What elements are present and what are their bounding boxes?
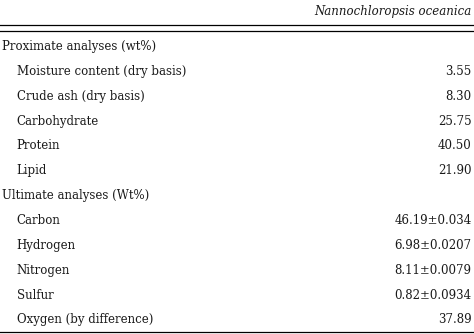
Text: Carbohydrate: Carbohydrate	[17, 115, 99, 128]
Text: Sulfur: Sulfur	[17, 289, 54, 302]
Text: 25.75: 25.75	[438, 115, 472, 128]
Text: Hydrogen: Hydrogen	[17, 239, 76, 252]
Text: 40.50: 40.50	[438, 139, 472, 152]
Text: Protein: Protein	[17, 139, 60, 152]
Text: 3.55: 3.55	[446, 65, 472, 78]
Text: Proximate analyses (wt%): Proximate analyses (wt%)	[2, 40, 156, 53]
Text: Moisture content (dry basis): Moisture content (dry basis)	[17, 65, 186, 78]
Text: 0.82±0.0934: 0.82±0.0934	[394, 289, 472, 302]
Text: Nannochloropsis oceanica: Nannochloropsis oceanica	[314, 5, 472, 18]
Text: Ultimate analyses (Wt%): Ultimate analyses (Wt%)	[2, 189, 150, 202]
Text: 8.11±0.0079: 8.11±0.0079	[395, 264, 472, 277]
Text: 6.98±0.0207: 6.98±0.0207	[394, 239, 472, 252]
Text: 8.30: 8.30	[446, 90, 472, 103]
Text: 21.90: 21.90	[438, 164, 472, 177]
Text: Crude ash (dry basis): Crude ash (dry basis)	[17, 90, 145, 103]
Text: 37.89: 37.89	[438, 313, 472, 326]
Text: 46.19±0.034: 46.19±0.034	[394, 214, 472, 227]
Text: Oxygen (by difference): Oxygen (by difference)	[17, 313, 153, 326]
Text: Lipid: Lipid	[17, 164, 47, 177]
Text: Carbon: Carbon	[17, 214, 61, 227]
Text: Nitrogen: Nitrogen	[17, 264, 70, 277]
